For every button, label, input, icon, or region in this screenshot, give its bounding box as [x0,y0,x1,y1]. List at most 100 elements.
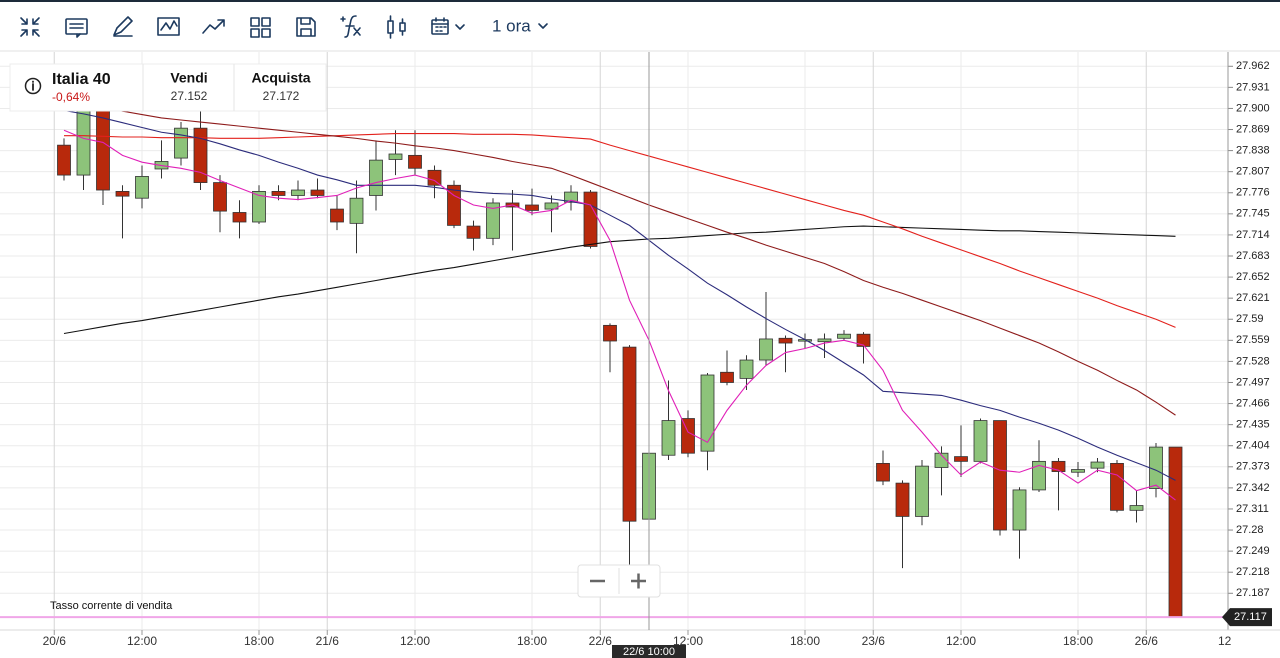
draw-icon[interactable] [113,16,133,37]
y-tick-label: 27.838 [1236,145,1270,157]
info-icon[interactable] [24,77,42,95]
candle-body [934,452,949,468]
x-tick-label: 18:00 [1063,634,1093,648]
timeframe-chevron[interactable] [538,23,548,29]
candle-body [778,337,793,344]
notes-icon[interactable] [65,18,88,38]
panel-box [9,63,327,112]
moving-average [63,109,1176,481]
zoom-control [577,564,661,598]
candle-body [330,208,344,223]
price-tag-label: 27.117 [1234,611,1267,623]
candle-body [1032,460,1046,491]
candle-body [876,462,890,482]
x-tick-label: 12:00 [127,634,157,648]
x-tick-label: 26/6 [1135,634,1159,648]
y-tick-label: 27.311 [1236,503,1269,515]
candle-body [232,212,247,223]
candle-body [1129,505,1144,511]
layout-icon[interactable] [250,17,271,38]
rate-line-label: Tasso corrente di vendita [50,600,173,612]
candle-body [1149,446,1163,489]
candle-body [739,359,754,379]
candle-body [466,225,481,239]
instrument-panel: Italia 40 -0,64% Vendi 27.152 Acquista 2… [9,63,327,112]
x-tick-label: 20/6 [43,634,67,648]
candle-body [993,420,1007,531]
instrument-change: -0,64% [52,90,90,104]
candle-body [973,420,988,462]
y-tick-label: 27.900 [1236,102,1270,114]
candle-body [213,182,227,212]
candle-body [310,189,325,196]
zoom-in[interactable] [631,573,646,589]
y-tick-label: 27.714 [1236,229,1270,241]
x-tick-label: 18:00 [244,634,274,648]
candle-body [583,191,598,247]
x-tick-label: 12:00 [946,634,976,648]
y-tick-label: 27.528 [1236,355,1270,367]
candle-body [1168,446,1183,618]
y-tick-label: 27.218 [1236,566,1270,578]
y-tick-label: 27.621 [1236,292,1270,304]
top-border [0,0,1280,2]
y-tick-label: 27.435 [1236,419,1270,431]
candle-body [115,190,130,197]
candle-body [1071,469,1085,473]
candle-body [427,169,442,186]
indicator-icon[interactable] [157,17,180,36]
moving-average [63,99,1176,416]
candle-body [603,324,617,342]
candle-body [1051,460,1066,472]
candle-body [408,154,422,169]
y-tick-label: 27.28 [1236,524,1264,536]
sell-label[interactable]: Vendi [170,70,207,86]
candle-body [291,189,305,196]
calendar-icon[interactable] [431,17,465,35]
candle-body [661,420,676,456]
candle-body [622,346,637,522]
y-tick-label: 27.373 [1236,461,1270,473]
candle-body [817,338,832,343]
candle-body [544,202,559,210]
candle-body [174,127,188,159]
x-tick-label: 18:00 [790,634,820,648]
y-tick-label: 27.807 [1236,166,1270,178]
candle-body [1090,461,1105,469]
y-tick-label: 27.404 [1236,440,1270,452]
trend-icon[interactable] [202,19,225,34]
sell-price[interactable]: 27.152 [171,89,208,103]
buy-label[interactable]: Acquista [251,70,310,86]
candle-body [954,456,968,462]
plot-area: 27.962 27.931 27.900 27.869 27.838 27.807 27.7… [0,52,1280,658]
moving-average [64,133,1176,328]
y-tick-label: 27.745 [1236,208,1270,220]
price-tag [1222,608,1272,627]
candle-body [388,153,403,160]
save-icon[interactable] [296,17,316,37]
candle-body [271,190,286,196]
candle-body [193,127,208,183]
buy-price[interactable]: 27.172 [263,89,300,103]
y-tick-label: 27.652 [1236,271,1270,283]
timeframe[interactable]: 1 ora [492,16,531,35]
collapse-icon[interactable] [20,17,40,37]
candle-body [1110,462,1124,511]
candle-body [76,110,91,176]
function-icon[interactable] [340,15,361,38]
candle-type-icon[interactable] [387,15,406,39]
candle-body [759,338,773,361]
candle-body [564,191,578,203]
y-tick-label: 27.342 [1236,482,1270,494]
candle-body [837,333,851,339]
x-tick-label: 12:00 [400,634,430,648]
moving-average [63,225,1176,335]
x-tick-label: 22/6 [589,634,613,648]
candle-body [895,482,910,517]
x-tick-label: 12 [1218,634,1232,648]
x-tick-label: 12:00 [673,634,703,648]
candle-body [447,184,461,226]
y-tick-label: 27.962 [1236,60,1270,72]
x-tick-label: 23/6 [862,634,886,648]
